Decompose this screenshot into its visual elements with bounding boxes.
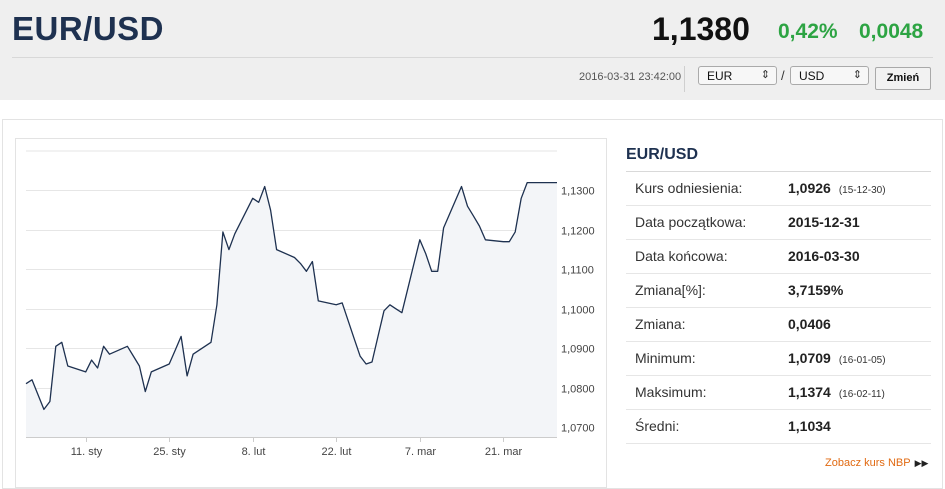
to-currency-select[interactable]: USD ⇕ <box>790 66 869 85</box>
stats-title: EUR/USD <box>626 146 699 163</box>
from-currency-select[interactable]: EUR ⇕ <box>698 66 777 85</box>
stats-value-date: (16-01-05) <box>838 355 886 366</box>
stats-value-number: 1,0709 <box>788 350 831 366</box>
stats-row: Data początkowa: 2015-12-31 <box>626 206 931 240</box>
stats-row: Zmiana[%]: 3,7159% <box>626 274 931 308</box>
stats-value: 2016-03-30 <box>788 248 860 264</box>
stats-value-number: 2015-12-31 <box>788 214 860 230</box>
y-tick-label: 1,0800 <box>561 384 595 396</box>
nbp-link-label: Zobacz kurs NBP <box>825 457 911 469</box>
stats-label: Data końcowa: <box>635 248 728 264</box>
stats-row: Kurs odniesienia: 1,0926 (15-12-30) <box>626 172 931 206</box>
stats-value: 1,1034 <box>788 418 831 434</box>
header-bar: EUR/USD 1,1380 0,42% 0,0048 2016-03-31 2… <box>0 0 945 100</box>
header-divider <box>12 57 933 58</box>
stats-label: Zmiana[%]: <box>635 282 706 298</box>
x-tick-label: 8. lut <box>242 446 266 458</box>
stats-value-number: 0,0406 <box>788 316 831 332</box>
toolbar-divider <box>684 66 685 92</box>
stats-value: 0,0406 <box>788 316 831 332</box>
stats-label: Minimum: <box>635 350 696 366</box>
change-percent: 0,42% <box>778 20 838 43</box>
rate-chart[interactable]: 1,0700 1,0800 1,0900 1,1000 1,1100 1,1200 1,13… <box>16 139 606 479</box>
currency-pair-title: EUR/USD <box>12 10 165 47</box>
chart-series-line <box>25 181 557 411</box>
y-tick-label: 1,0900 <box>561 344 595 356</box>
rate-timestamp: 2016-03-31 23:42:00 <box>579 71 682 83</box>
stats-row: Zmiana: 0,0406 <box>626 308 931 342</box>
stats-row: Średni: 1,1034 <box>626 410 931 444</box>
stats-row: Minimum: 1,0709 (16-01-05) <box>626 342 931 376</box>
stats-value: 1,0926 (15-12-30) <box>788 180 886 196</box>
stats-label: Data początkowa: <box>635 214 747 230</box>
x-tick-label: 11. sty <box>71 446 103 458</box>
y-tick-label: 1,1300 <box>561 186 595 198</box>
to-currency-value: USD <box>799 69 825 83</box>
stats-row: Maksimum: 1,1374 (16-02-11) <box>626 376 931 410</box>
x-tick-label: 7. mar <box>405 446 437 458</box>
stats-value-number: 1,1034 <box>788 418 831 434</box>
from-currency-value: EUR <box>707 69 733 83</box>
y-tick-label: 1,1200 <box>561 226 595 238</box>
currency-separator: / <box>781 68 785 83</box>
stats-value-date: (16-02-11) <box>838 389 885 400</box>
x-tick-label: 25. sty <box>153 446 186 458</box>
stats-label: Maksimum: <box>635 384 707 400</box>
nbp-rate-link[interactable]: Zobacz kurs NBP ▶▶ <box>825 457 928 469</box>
stats-row: Data końcowa: 2016-03-30 <box>626 240 931 274</box>
change-absolute: 0,0048 <box>859 20 924 43</box>
y-tick-label: 1,1100 <box>561 265 594 277</box>
change-currency-button[interactable]: Zmień <box>875 67 931 90</box>
stats-label: Średni: <box>635 418 680 434</box>
stats-value-number: 1,0926 <box>788 180 831 196</box>
y-tick-label: 1,0700 <box>561 423 595 435</box>
double-arrow-right-icon: ▶▶ <box>914 458 929 468</box>
select-arrows-icon: ⇕ <box>760 69 770 81</box>
x-tick-label: 21. mar <box>485 446 523 458</box>
stats-title-divider <box>626 171 931 172</box>
stats-value-date: (15-12-30) <box>838 185 886 196</box>
stats-value: 2015-12-31 <box>788 214 860 230</box>
stats-label: Kurs odniesienia: <box>635 180 743 196</box>
chart-panel: 1,0700 1,0800 1,0900 1,1000 1,1100 1,1200 1,13… <box>15 138 607 488</box>
select-arrows-icon: ⇕ <box>852 69 862 81</box>
stats-value-number: 2016-03-30 <box>788 248 860 264</box>
stats-value: 1,0709 (16-01-05) <box>788 350 886 366</box>
y-tick-label: 1,1000 <box>561 305 595 317</box>
chart-area-fill <box>26 182 557 437</box>
x-tick-label: 22. lut <box>322 446 352 458</box>
current-rate: 1,1380 <box>652 11 750 47</box>
stats-label: Zmiana: <box>635 316 686 332</box>
stats-value: 1,1374 (16-02-11) <box>788 384 885 400</box>
stats-value-number: 3,7159% <box>788 282 844 298</box>
stats-value-number: 1,1374 <box>788 384 831 400</box>
stats-value: 3,7159% <box>788 282 843 298</box>
